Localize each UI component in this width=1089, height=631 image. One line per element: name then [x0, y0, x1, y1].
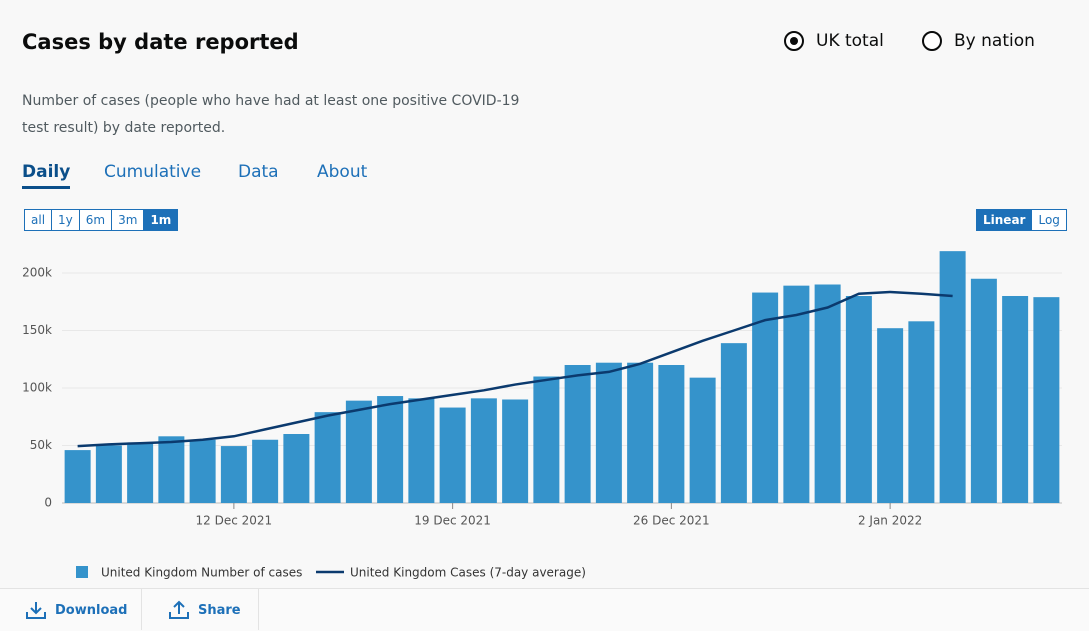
scale-button[interactable]: Linear — [977, 210, 1032, 230]
radio-label: UK total — [816, 31, 884, 51]
title: Cases by date reported — [22, 30, 299, 54]
bar — [1033, 297, 1060, 503]
range-button[interactable]: 1y — [51, 210, 79, 230]
bar — [658, 365, 685, 503]
range-button[interactable]: all — [25, 210, 52, 230]
bar — [564, 365, 591, 503]
bar — [595, 362, 622, 503]
bar — [127, 443, 154, 503]
bar — [502, 399, 529, 503]
download-label: Download — [55, 602, 128, 618]
bar — [908, 321, 935, 503]
tab[interactable]: Data — [238, 162, 279, 182]
bar — [439, 407, 466, 503]
y-tick-label: 100k — [22, 381, 52, 395]
radio[interactable]: By nation — [922, 31, 1035, 51]
bar — [377, 396, 404, 503]
bar — [189, 439, 216, 503]
x-tick-label: 12 Dec 2021 — [196, 514, 273, 528]
bar — [64, 450, 91, 503]
radio-label: By nation — [954, 31, 1035, 51]
legend-swatch — [76, 566, 88, 578]
bar — [720, 343, 747, 503]
chart: 0 50k 100k 150k 200k 12 Dec 2021 19 Dec 2021 26… — [22, 251, 1062, 580]
download[interactable]: Download — [25, 600, 127, 620]
divider — [258, 589, 259, 630]
bar — [845, 296, 872, 503]
action-bar — [0, 588, 1089, 631]
y-tick-label: 0 — [44, 496, 52, 510]
radio-circle — [922, 31, 942, 51]
share[interactable]: Share — [168, 600, 241, 620]
bar — [752, 292, 779, 503]
range-button[interactable]: 3m — [111, 210, 144, 230]
range-buttons: all 1y 6m 3m 1m — [24, 209, 179, 231]
tab[interactable]: Cumulative — [104, 162, 202, 182]
bar — [970, 278, 997, 503]
bar — [345, 400, 372, 503]
y-tick-label: 150k — [22, 323, 52, 337]
bar — [283, 434, 310, 503]
radio-circle — [784, 31, 804, 51]
bar — [1002, 296, 1029, 503]
bar — [314, 412, 341, 503]
x-tick-label: 19 Dec 2021 — [414, 514, 491, 528]
bar — [783, 285, 810, 503]
x-tick-label: 26 Dec 2021 — [633, 514, 710, 528]
bar — [252, 439, 279, 503]
y-tick-label: 200k — [22, 266, 52, 280]
radio[interactable]: UK total — [784, 31, 884, 51]
bar — [408, 398, 435, 503]
tab[interactable]: Daily — [22, 162, 71, 189]
bar — [689, 377, 716, 503]
bar — [877, 328, 904, 503]
download-icon — [26, 602, 46, 619]
legend-label: United Kingdom Number of cases — [101, 566, 302, 580]
range-button[interactable]: 1m — [143, 210, 178, 230]
bar — [627, 362, 654, 503]
tab[interactable]: About — [317, 162, 368, 182]
y-tick-label: 50k — [30, 438, 52, 452]
scale-button[interactable]: Log — [1031, 210, 1066, 230]
bar — [939, 251, 966, 503]
bar — [158, 436, 185, 503]
range-button[interactable]: 6m — [78, 210, 112, 230]
x-tick-label: 2 Jan 2022 — [858, 514, 922, 528]
bar — [470, 398, 497, 503]
share-icon — [169, 600, 189, 619]
scale-buttons: Linear Log — [976, 209, 1067, 231]
divider — [141, 589, 142, 630]
description: Number of cases (people who have had at … — [22, 93, 520, 136]
bar — [533, 376, 560, 503]
bar — [814, 284, 841, 503]
legend-label: United Kingdom Cases (7-day average) — [350, 566, 586, 580]
bar — [95, 445, 122, 503]
line — [77, 290, 953, 448]
bar — [220, 446, 247, 503]
share-label: Share — [198, 602, 241, 618]
